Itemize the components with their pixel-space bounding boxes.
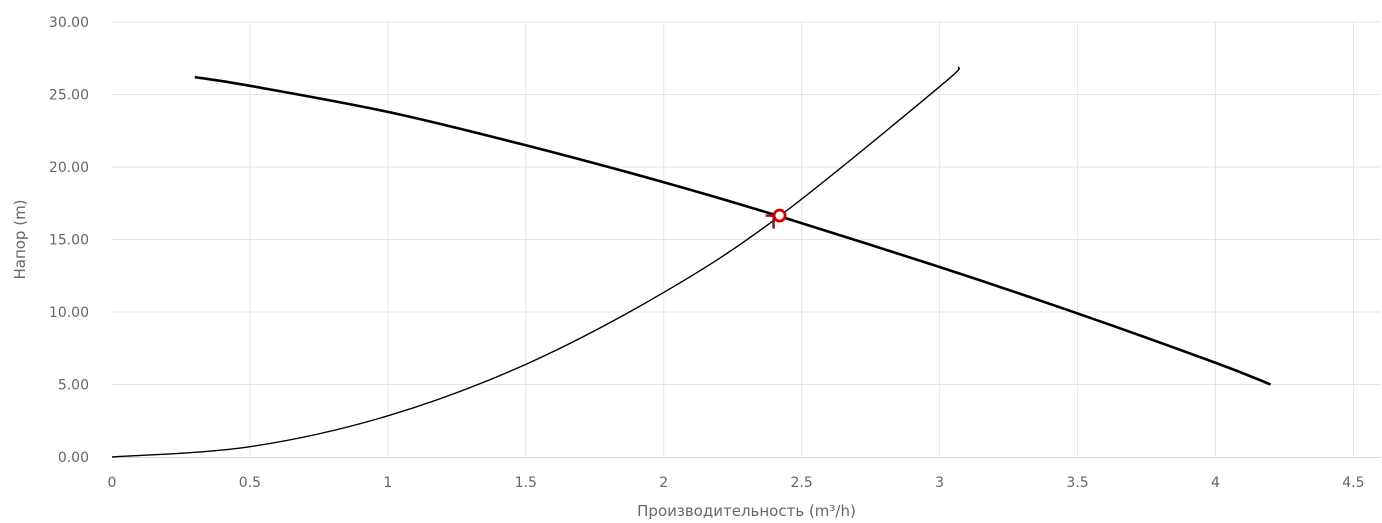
x-tick-label: 4.5	[1342, 475, 1364, 491]
pump-curve-line	[194, 75, 1272, 386]
y-tick-label: 20.00	[49, 160, 89, 176]
x-tick-label: 3.5	[1066, 475, 1088, 491]
y-tick-label: 10.00	[49, 305, 89, 321]
x-tick-label: 2	[659, 475, 668, 491]
y-tick-label: 30.00	[49, 15, 89, 31]
x-tick-label: 3	[935, 475, 944, 491]
y-tick-label: 0.00	[58, 450, 89, 466]
x-axis-title: Производительность (m³/h)	[637, 502, 856, 520]
x-tick-label: 1	[383, 475, 392, 491]
y-tick-labels: 0.00 5.00 10.00 15.00 20.00 25.00 30.00	[49, 15, 89, 466]
system-curve-line	[111, 66, 960, 458]
grid-lines	[112, 21, 1381, 457]
y-tick-label: 5.00	[58, 378, 89, 394]
x-tick-label: 0.5	[239, 475, 261, 491]
x-tick-label: 2.5	[791, 475, 813, 491]
x-tick-label: 1.5	[515, 475, 537, 491]
x-tick-label: 0	[108, 475, 117, 491]
y-tick-label: 15.00	[49, 233, 89, 249]
y-tick-label: 25.00	[49, 88, 89, 104]
series-lines	[111, 66, 1272, 458]
operating-point-marker	[765, 208, 787, 229]
x-tick-label: 4	[1211, 475, 1220, 491]
y-axis-title: Напор (m)	[11, 199, 29, 279]
x-tick-labels: 0 0.5 1 1.5 2 2.5 3 3.5 4 4.5	[108, 475, 1365, 491]
operating-point	[772, 208, 787, 223]
